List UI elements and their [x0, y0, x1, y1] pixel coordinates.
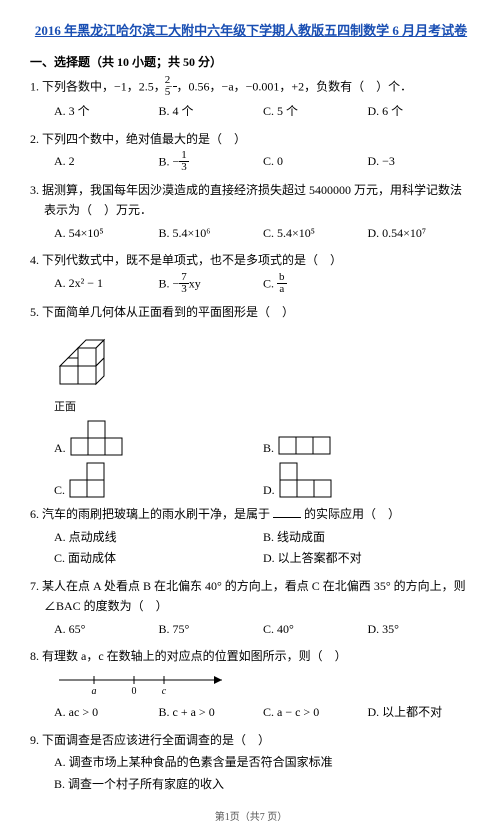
q8-opt-b: B. c + a > 0	[159, 702, 264, 724]
q7-opt-a: A. 65°	[54, 619, 159, 641]
q6-stem-b: 的实际应用（ ）	[301, 507, 400, 521]
question-9: 9. 下面调查是否应该进行全面调查的是（ ）	[30, 730, 472, 750]
q5-opt-a-figure	[70, 420, 124, 456]
q6-opt-d: D. 以上答案都不对	[263, 548, 472, 570]
q1-opt-b: B. 4 个	[159, 101, 264, 123]
q5-opt-b-figure	[278, 436, 332, 456]
q3-opt-c: C. 5.4×10⁵	[263, 223, 368, 245]
q4-opt-d	[368, 273, 473, 296]
question-6: 6. 汽车的雨刷把玻璃上的雨水刷干净，是属于 的实际应用（ ）	[30, 504, 472, 524]
q1-stem-b: ，0.56，−a，−0.001，+2，负数有（ ）个．	[177, 79, 413, 93]
q9-opt-b: B. 调查一个村子所有家庭的收入	[54, 774, 472, 796]
q8-opt-d: D. 以上都不对	[368, 702, 473, 724]
nl-a: a	[92, 686, 97, 697]
q7-opt-d: D. 35°	[368, 619, 473, 641]
q6-stem-a: 6. 汽车的雨刷把玻璃上的雨水刷干净，是属于	[30, 507, 273, 521]
q5-solid-figure: 正面	[30, 326, 472, 414]
q1-stem-a: 1. 下列各数中，−1，2.5，−	[30, 79, 173, 93]
q5-opt-c: C.	[54, 462, 263, 498]
exam-title: 2016 年黑龙江哈尔滨工大附中六年级下学期人教版五四制数学 6 月月考试卷	[30, 20, 472, 39]
q8-opt-a: A. ac > 0	[54, 702, 159, 724]
q9-opt-a: A. 调查市场上某种食品的色素含量是否符合国家标准	[54, 752, 472, 774]
q3-opt-a: A. 54×10⁵	[54, 223, 159, 245]
q1-opt-c: C. 5 个	[263, 101, 368, 123]
q5-opt-c-figure	[69, 462, 109, 498]
q1-opt-d: D. 6 个	[368, 101, 473, 123]
q4-opt-c: C. ba	[263, 273, 368, 296]
front-label: 正面	[54, 398, 472, 414]
question-2: 2. 下列四个数中，绝对值最大的是（ ）	[30, 129, 472, 149]
q5-opt-a: A.	[54, 420, 263, 456]
q7-opt-b: B. 75°	[159, 619, 264, 641]
blank-underline	[273, 506, 301, 518]
q3-opt-d: D. 0.54×10⁷	[368, 223, 473, 245]
q8-opt-c: C. a − c > 0	[263, 702, 368, 724]
q8-number-line: a 0 c	[30, 670, 472, 698]
page-footer: 第1页（共7 页）	[30, 808, 472, 823]
q6-opt-c: C. 面动成体	[54, 548, 263, 570]
q6-opt-b: B. 线动成面	[263, 527, 472, 549]
q4-opt-b: B. −73xy	[159, 273, 264, 296]
q2-opt-d: D. −3	[368, 151, 473, 174]
q5-opt-d-figure	[279, 462, 333, 498]
q5-opt-b: B.	[263, 436, 472, 456]
question-7: 7. 某人在点 A 处看点 B 在北偏东 40° 的方向上，看点 C 在北偏西 …	[30, 576, 472, 617]
q2-opt-c: C. 0	[263, 151, 368, 174]
q5-opt-d: D.	[263, 462, 472, 498]
q2-opt-a: A. 2	[54, 151, 159, 174]
question-8: 8. 有理数 a，c 在数轴上的对应点的位置如图所示，则（ ）	[30, 646, 472, 666]
section-heading: 一、选择题（共 10 小题；共 50 分）	[30, 53, 472, 70]
nl-0: 0	[132, 686, 137, 697]
q3-opt-b: B. 5.4×10⁶	[159, 223, 264, 245]
q4-opt-a: A. 2x² − 1	[54, 273, 159, 296]
question-4: 4. 下列代数式中，既不是单项式，也不是多项式的是（ ）	[30, 250, 472, 270]
q6-opt-a: A. 点动成线	[54, 527, 263, 549]
q2-opt-b: B. −13	[159, 151, 264, 174]
q7-opt-c: C. 40°	[263, 619, 368, 641]
q1-frac: 25	[173, 75, 177, 98]
question-3: 3. 据测算，我国每年因沙漠造成的直接经济损失超过 5400000 万元，用科学…	[30, 180, 472, 221]
question-1: 1. 下列各数中，−1，2.5，−25，0.56，−a，−0.001，+2，负数…	[30, 76, 472, 99]
q1-opt-a: A. 3 个	[54, 101, 159, 123]
nl-c: c	[162, 686, 167, 697]
question-5: 5. 下面简单几何体从正面看到的平面图形是（ ）	[30, 302, 472, 322]
